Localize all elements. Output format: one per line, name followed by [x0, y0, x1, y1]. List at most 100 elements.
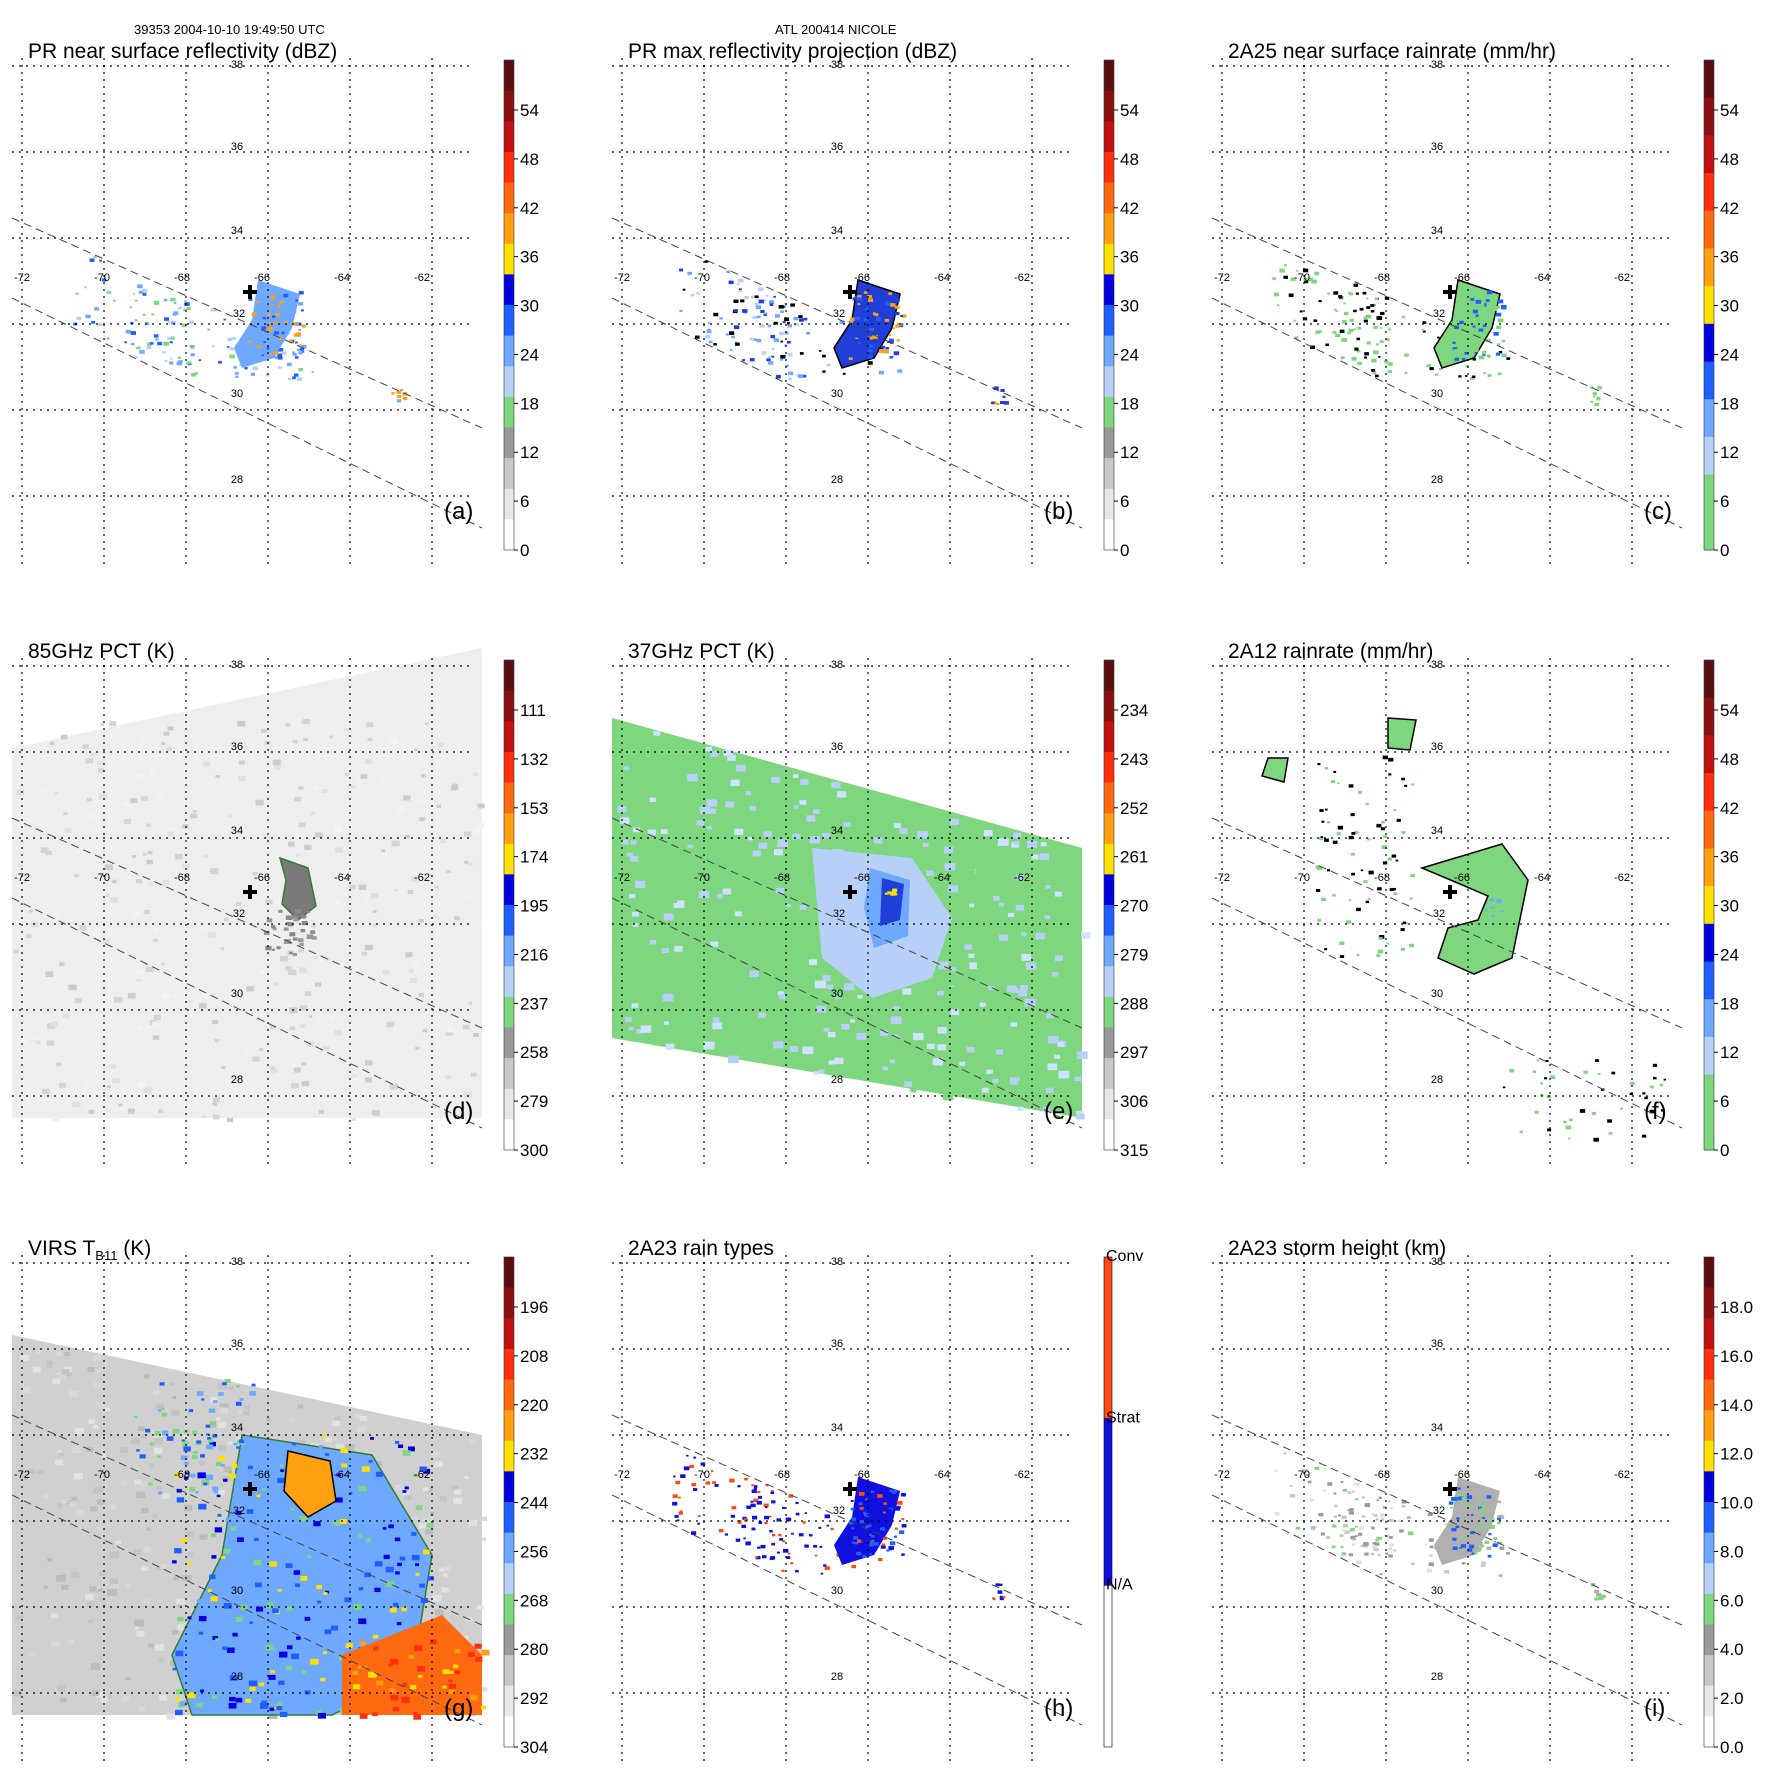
cloud-pixel	[342, 1535, 347, 1539]
cloud-pixel	[316, 1585, 323, 1590]
pct37-pixel	[969, 962, 980, 970]
storm-core-pixel	[877, 295, 881, 299]
cloud-pixel	[419, 1466, 427, 1472]
lon-tick-label: -72	[1214, 272, 1230, 284]
rain-band-pixel	[1324, 767, 1329, 770]
colorbar-swatch	[1104, 996, 1114, 1028]
ir-pixel	[170, 1382, 175, 1386]
pct85-pixel	[357, 781, 362, 785]
rain-cell-pixel	[1579, 1109, 1586, 1113]
ir-pixel	[223, 1466, 232, 1473]
lon-tick-label: -66	[854, 1469, 870, 1481]
cloud-pixel	[333, 1520, 340, 1525]
rain-band-pixel	[132, 292, 136, 295]
rain-band-pixel	[1350, 813, 1355, 817]
pct85-pixel	[90, 932, 96, 936]
storm-core-pixel	[867, 336, 873, 340]
lat-tick-label: 30	[1431, 388, 1443, 400]
storm-core-pixel	[851, 1541, 856, 1544]
colorbar-tick-label: 243	[1120, 750, 1148, 769]
rain-pixel	[1311, 279, 1317, 284]
rain-band-pixel	[786, 1556, 791, 1559]
storm-core-pixel	[1454, 1497, 1460, 1501]
ir-pixel	[431, 1594, 442, 1602]
cloud-band-pixel	[251, 1383, 256, 1387]
pct85-pixel	[319, 752, 327, 759]
ir-pixel	[217, 1490, 225, 1496]
cloud-pixel	[285, 1665, 293, 1671]
storm-core-pixel	[1475, 299, 1482, 304]
pct37-pixel	[827, 1031, 836, 1038]
ir-pixel	[183, 1505, 193, 1511]
cloud-pixel	[402, 1450, 411, 1456]
rain-band-pixel	[1363, 880, 1368, 883]
pct85-pixel	[407, 890, 414, 894]
storm-core-pixel	[293, 321, 299, 326]
colorbar-swatch	[1704, 1685, 1714, 1717]
storm-core-pixel	[1457, 1500, 1461, 1503]
rain-pixel	[1303, 277, 1308, 281]
pct85-pixel	[304, 844, 312, 850]
cloud-pixel	[235, 1617, 243, 1623]
rain-pixel	[1393, 1549, 1397, 1552]
cloud-pixel	[277, 1477, 285, 1484]
colorbar-swatch	[504, 1410, 514, 1442]
colorbar-tick-label: 18	[1720, 994, 1739, 1013]
colorbar-swatch	[1104, 519, 1114, 551]
rain-band-pixel	[1370, 309, 1375, 313]
panel-title-suffix: (K)	[117, 1237, 152, 1260]
cloud-pixel	[250, 1570, 259, 1576]
colorbar-swatch	[1704, 474, 1714, 513]
rain-pixel	[124, 341, 128, 344]
rain-pixel	[1472, 358, 1477, 361]
pct37-pixel	[647, 829, 657, 836]
lon-tick-label: -72	[614, 872, 630, 884]
rain-pixel	[787, 324, 793, 328]
cloud-pixel	[196, 1702, 203, 1708]
rain-cell-pixel	[1534, 1110, 1539, 1114]
pct37-pixel	[917, 831, 928, 839]
rain-band-pixel	[143, 290, 148, 293]
cloud-band-pixel	[154, 1431, 161, 1436]
colorbar-swatch	[504, 660, 514, 692]
storm-core-pixel	[1459, 320, 1464, 325]
rain-band-pixel	[153, 334, 159, 338]
cloud-band-pixel	[182, 1441, 189, 1446]
panel-f: -72 -70 -68 -66 -64 -62 38 36 34 32 30 28 2A12 rainr…	[1200, 618, 1739, 1168]
rain-pixel	[1399, 1529, 1404, 1533]
ir-pixel	[47, 1558, 53, 1562]
pct85-pixel	[420, 774, 426, 778]
pct85-pixel	[308, 1015, 313, 1018]
cloud-band-pixel	[209, 1421, 217, 1426]
rain-band-pixel	[1351, 357, 1357, 361]
pct37-pixel	[950, 818, 959, 826]
colorbar-swatch	[1104, 1027, 1114, 1059]
ir-pixel	[59, 1375, 66, 1380]
storm-core-pixel	[893, 351, 900, 356]
cloud-pixel	[235, 1697, 243, 1703]
cloud-pixel	[430, 1512, 435, 1515]
pct37-pixel	[1054, 955, 1064, 962]
colorbar-swatch	[1704, 210, 1714, 249]
colorbar-swatch	[1704, 735, 1714, 774]
storm-core-pixel	[900, 314, 904, 318]
ir-pixel	[182, 1434, 189, 1440]
rain-pixel	[826, 363, 831, 367]
storm-core-pixel	[292, 352, 297, 356]
cloud-pixel	[293, 1570, 301, 1575]
storm-core-pixel	[888, 338, 894, 343]
storm-core-pixel	[1467, 1548, 1473, 1552]
cloud-pixel	[211, 1533, 217, 1538]
cloud-pixel	[419, 1583, 426, 1588]
cloud-pixel	[261, 1495, 270, 1502]
rain-cell-pixel	[1567, 1137, 1571, 1140]
colorbar-tick-label: 36	[520, 248, 539, 267]
pct37-pixel	[622, 1000, 629, 1005]
rain-band-pixel	[1393, 892, 1398, 896]
colorbar-tick-label: 279	[520, 1092, 548, 1111]
cloud-pixel	[229, 1696, 236, 1702]
storm-core-pixel	[854, 334, 860, 338]
rain-band-pixel	[134, 319, 138, 322]
rain-band-pixel	[1348, 835, 1354, 840]
